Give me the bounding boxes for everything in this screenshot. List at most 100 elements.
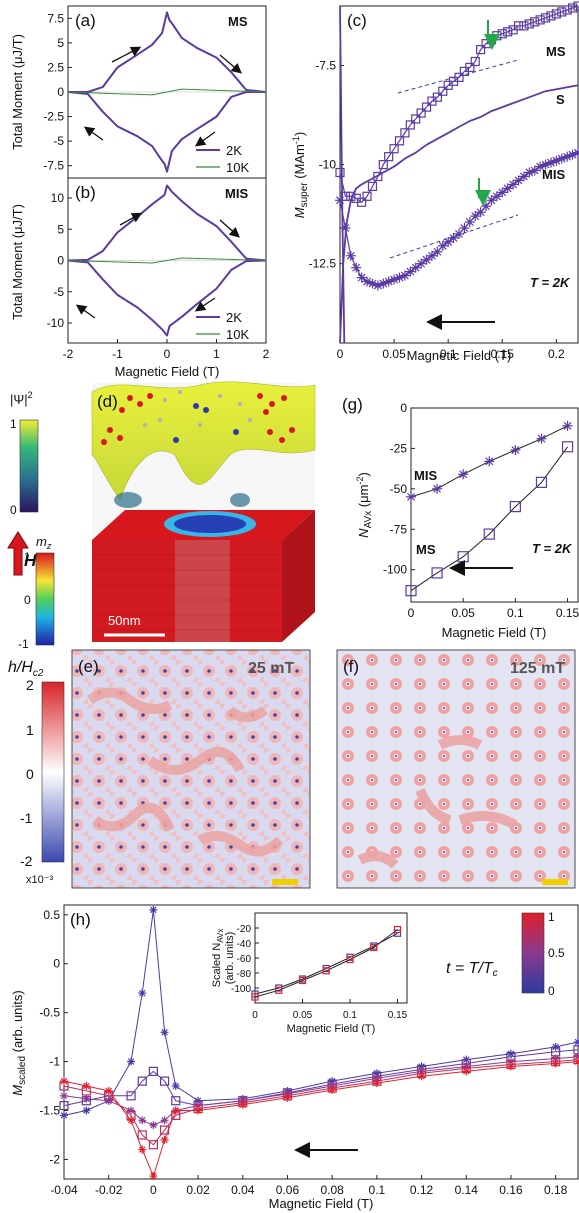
marker-t2 <box>149 1121 158 1130</box>
ytick-label: 0 <box>57 85 64 99</box>
marker-t4-stroke <box>418 1072 425 1080</box>
marker-ms <box>362 191 372 201</box>
marker-t4 <box>251 993 259 1001</box>
marker-t2 <box>551 1054 560 1063</box>
marker-mis-stroke <box>514 176 523 185</box>
marker-MIS-stroke <box>563 421 572 430</box>
series-line-2K <box>67 91 266 173</box>
marker-MIS-stroke <box>433 484 442 493</box>
panel-h-label: (h) <box>70 910 91 929</box>
marker-ms <box>405 120 415 130</box>
marker-t1 <box>137 1076 147 1086</box>
series-line-t2 <box>63 1056 579 1126</box>
marker-t4-stroke <box>172 1107 179 1114</box>
marker-mis <box>356 272 367 283</box>
marker-t4 <box>238 1100 247 1109</box>
marker-mis <box>362 276 373 287</box>
inset-ylabel2: (arb. units) <box>224 932 236 985</box>
xtick-label: 0.12 <box>410 1183 434 1197</box>
panel-h-xlabel: Magnetic Field (T) <box>269 1196 374 1211</box>
marker-MIS-stroke <box>485 457 494 466</box>
marker-t0 <box>149 905 158 914</box>
marker-t1 <box>171 1096 181 1106</box>
xtick-label: 0 <box>150 1183 157 1197</box>
marker-mis-stroke <box>417 259 426 268</box>
block-front <box>92 540 282 642</box>
hc2-cbar-exp: x10⁻³ <box>26 874 54 886</box>
ytick-label: -25 <box>390 441 408 455</box>
marker-t4 <box>275 986 283 994</box>
marker-mis <box>491 191 502 202</box>
marker-ms <box>470 56 480 67</box>
panel-f-map <box>336 649 576 889</box>
field-label: H <box>24 551 37 570</box>
marker-t4-stroke <box>463 1068 470 1075</box>
marker-ms <box>400 128 410 138</box>
marker-t2-stroke <box>150 1121 157 1129</box>
ytick-label: -10 <box>319 158 337 172</box>
marker-t0 <box>574 1038 579 1046</box>
marker-t4 <box>104 1086 113 1095</box>
panel-e: (e) 25 mT <box>71 649 311 889</box>
ytick-label: 5 <box>57 222 64 236</box>
marker-t2 <box>372 1074 381 1083</box>
xtick-label: 2 <box>263 347 270 361</box>
marker-t0-stroke <box>172 1082 179 1090</box>
panel-c-yticks: -7.5 -10 -12.5 <box>309 58 344 271</box>
ytick-label: -10 <box>47 316 65 330</box>
marker-t2 <box>138 1116 147 1125</box>
panel-c-xlabel: Magnetic Field (T) <box>407 348 512 363</box>
series-line-t0 <box>63 909 579 1116</box>
marker-t0-stroke <box>574 1040 579 1046</box>
series-line-t3 <box>63 1059 579 1146</box>
marker-t2 <box>82 1094 91 1103</box>
panel-a-legend: 2K 10K <box>196 143 249 175</box>
panel-g-label: (g) <box>342 395 363 414</box>
legend-2k: 2K <box>226 143 242 158</box>
series-line-t0 <box>254 932 398 995</box>
panel-e-scalebar <box>272 879 298 885</box>
marker-mis <box>345 250 356 261</box>
panel-a-tag: MS <box>228 14 248 29</box>
marker-ms <box>389 144 399 154</box>
marker-MS <box>535 476 548 488</box>
marker-t4 <box>127 1116 136 1125</box>
marker-mis-stroke <box>368 279 377 288</box>
xtick-label: -1 <box>112 347 123 361</box>
marker-mis-stroke <box>471 212 480 221</box>
marker-t4 <box>194 1106 203 1115</box>
series-line-10K <box>67 88 267 96</box>
panel-a-arrow <box>194 131 216 147</box>
psi-cbar-tick: 0 <box>10 503 17 517</box>
panel-c-dash <box>397 59 519 94</box>
marker-t0-stroke <box>194 1097 202 1104</box>
psi-cbar-tick: 1 <box>10 417 17 431</box>
t-cbar-tick: 1 <box>548 910 555 924</box>
ytick-label: -1 <box>49 1055 60 1069</box>
ytick-label: 0.5 <box>43 908 60 922</box>
inset-yticks: -20 -40 -60 -80 -100 <box>231 924 259 995</box>
panel-g-yticks: 0 -25 -50 -75 -100 <box>383 401 415 577</box>
mz-label: mz <box>36 534 52 551</box>
marker-ms <box>551 9 561 19</box>
marker-mis <box>335 195 345 206</box>
marker-t4-stroke <box>328 1086 336 1094</box>
marker-ms <box>384 152 394 162</box>
panel-c: -7.5 -10 -12.5 0 0.05 0.1 0.15 0.2 (c) MS S MI… <box>291 1 579 363</box>
xtick-label: 0.1 <box>507 606 524 620</box>
hc2-colorbar-group: h/Hc2 2 1 0 -1 -2 x10⁻³ <box>8 659 65 886</box>
marker-MIS <box>562 420 573 431</box>
xtick-label: 0.06 <box>276 1183 300 1197</box>
marker-t4 <box>138 1145 147 1154</box>
panel-c-ylabel: Msuper (MAm-1) <box>291 132 310 219</box>
panel-a-arrow <box>111 46 142 63</box>
marker-t3 <box>148 1140 158 1150</box>
xtick-label: 0.1 <box>369 1183 386 1197</box>
marker-mis <box>524 167 535 178</box>
panel-h-xticks: -0.04 -0.02 0 0.02 0.04 0.06 0.08 0.1 0.12 0.14 0.… <box>50 1175 568 1197</box>
mz-cbar-tick: 1 <box>24 550 31 564</box>
panel-g: 0 -25 -50 -75 -100 0 0.05 0.1 0.15 (g) MIS MS T… <box>342 395 579 640</box>
marker-mis <box>410 262 421 273</box>
panel-f: (f) 125 mT <box>336 649 576 889</box>
